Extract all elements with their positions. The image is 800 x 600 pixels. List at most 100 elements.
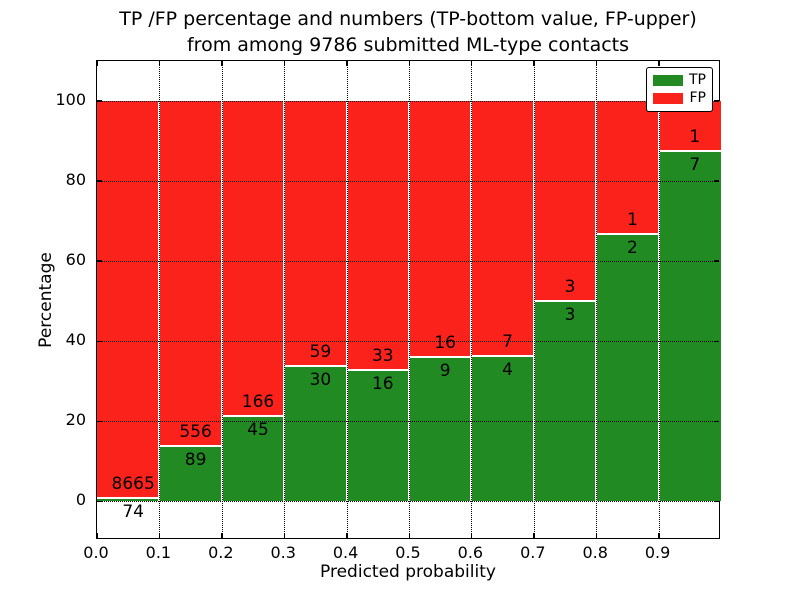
tp-count-label: 74 <box>122 501 144 522</box>
chart-title: TP /FP percentage and numbers (TP-bottom… <box>96 6 720 58</box>
fp-count-label: 556 <box>179 421 212 442</box>
x-tick-mark <box>658 533 660 538</box>
fp-count-label: 33 <box>371 346 394 367</box>
x-tick-mark <box>595 533 598 538</box>
x-tick-mark <box>283 533 286 538</box>
x-tick-mark <box>346 533 348 538</box>
bar-tp-segment <box>471 355 534 502</box>
legend-row-fp: FP <box>653 91 706 106</box>
bar-tp-segment <box>346 370 409 502</box>
bar-tp-segment <box>596 234 659 502</box>
bar-fp-segment <box>596 100 659 235</box>
bar-tp-segment <box>221 415 285 502</box>
bar-fp-segment <box>97 100 160 498</box>
x-tick-label: 0.9 <box>644 543 671 562</box>
tp-count-label: 89 <box>184 449 207 470</box>
x-gridline <box>596 61 598 538</box>
bar-edge-line <box>97 496 160 499</box>
x-tick-mark <box>346 61 348 66</box>
fp-count-label: 16 <box>434 333 456 354</box>
x-tick-label: 0.1 <box>145 543 172 562</box>
x-tick-mark <box>658 61 660 66</box>
x-tick-mark <box>96 61 98 66</box>
x-tick-mark <box>408 61 410 66</box>
y-tick-mark <box>714 260 719 262</box>
y-tick-mark <box>97 100 102 102</box>
chart-title-line1: TP /FP percentage and numbers (TP-bottom… <box>119 8 697 30</box>
x-tick-mark <box>158 61 161 66</box>
bar-tp-segment <box>97 497 160 502</box>
bar-tp-segment <box>658 150 721 502</box>
y-gridline <box>97 341 719 342</box>
fp-count-label: 59 <box>309 342 332 363</box>
bar-edge-line <box>346 369 409 372</box>
x-tick-label: 0.7 <box>520 543 546 562</box>
bar-fp-segment <box>346 100 409 371</box>
x-tick-mark <box>595 61 598 66</box>
tp-count-label: 3 <box>564 304 576 325</box>
x-tick-label: 0.2 <box>208 543 234 562</box>
x-tick-mark <box>470 61 473 66</box>
x-gridline <box>284 61 286 538</box>
x-tick-mark <box>283 61 286 66</box>
y-tick-mark <box>714 100 719 102</box>
y-gridline <box>97 180 719 182</box>
bar-tp-segment <box>284 366 347 502</box>
x-tick-label: 0.4 <box>332 543 359 562</box>
x-tick-mark <box>470 533 473 538</box>
y-tick-mark <box>97 420 102 423</box>
bar-fp-segment <box>409 100 472 357</box>
y-gridline <box>97 501 719 503</box>
legend-row-tp: TP <box>653 73 706 88</box>
x-axis-label: Predicted probability <box>320 562 496 582</box>
bar-edge-line <box>159 444 222 447</box>
x-tick-mark <box>158 533 161 538</box>
bar-edge-line <box>221 414 285 417</box>
bar-fp-segment <box>284 100 347 367</box>
x-gridline <box>221 61 223 538</box>
fp-count-label: 1 <box>626 210 638 231</box>
y-gridline <box>97 421 719 423</box>
y-tick-mark <box>714 420 719 423</box>
bar-edge-line <box>284 365 347 368</box>
bar-fp-segment <box>221 100 285 416</box>
x-gridline <box>471 61 473 538</box>
y-tick-label: 0 <box>75 490 86 510</box>
fp-count-label: 166 <box>241 391 275 412</box>
x-tick-label: 0.3 <box>270 543 296 562</box>
x-tick-mark <box>533 533 535 538</box>
fp-count-label: 1 <box>689 126 701 147</box>
bar-fp-segment <box>159 100 222 446</box>
bar-fp-segment <box>533 100 597 301</box>
x-tick-mark <box>221 533 223 538</box>
y-tick-mark <box>97 180 102 182</box>
bar-edge-line <box>596 233 659 236</box>
bar-fp-segment <box>471 100 534 356</box>
x-tick-mark <box>408 533 410 538</box>
bar-edge-line <box>533 299 597 302</box>
x-tick-label: 0.5 <box>395 543 421 562</box>
y-tick-mark <box>97 340 102 342</box>
tp-count-label: 16 <box>371 374 394 395</box>
y-tick-label: 80 <box>65 169 86 189</box>
x-tick-label: 0.0 <box>83 543 109 562</box>
y-tick-label: 20 <box>65 410 86 430</box>
tp-count-label: 2 <box>626 238 638 259</box>
fp-count-label: 3 <box>564 276 576 297</box>
x-gridline <box>159 61 161 538</box>
tp-count-label: 4 <box>502 359 513 380</box>
x-gridline <box>409 61 410 538</box>
x-tick-mark <box>533 61 535 66</box>
bar-tp-segment <box>159 445 222 502</box>
legend-fp-swatch <box>653 93 683 104</box>
x-tick-label: 0.6 <box>457 543 484 562</box>
y-gridline <box>97 260 719 262</box>
legend-fp-label: FP <box>689 90 707 106</box>
x-gridline <box>533 61 535 538</box>
bar-tp-segment <box>409 357 472 502</box>
tp-count-label: 9 <box>439 361 451 382</box>
x-gridline <box>658 61 660 538</box>
legend: TP FP <box>646 67 713 112</box>
plot-area: 8665 74 556 89 166 45 59 30 33 16 16 9 7 4 3 3 1 2 1 7 <box>96 60 721 539</box>
